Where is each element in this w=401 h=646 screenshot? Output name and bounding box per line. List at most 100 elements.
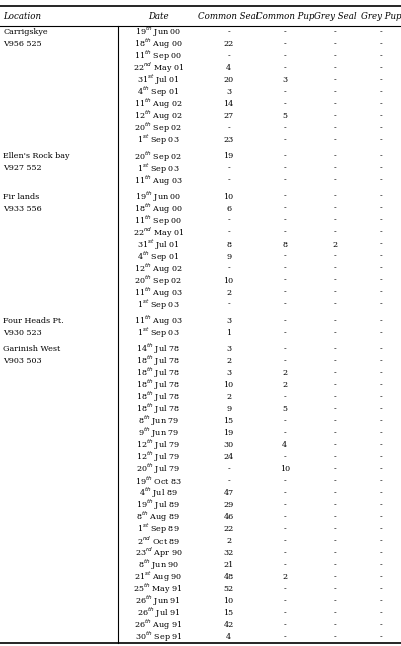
Text: -: - xyxy=(334,289,336,297)
Text: 11$^{th}$ Sep 00: 11$^{th}$ Sep 00 xyxy=(134,49,182,63)
Text: -: - xyxy=(334,229,336,236)
Text: 19: 19 xyxy=(223,152,234,160)
Text: -: - xyxy=(334,417,336,425)
Text: -: - xyxy=(380,176,382,184)
Text: -: - xyxy=(284,28,286,36)
Text: 19$^{th}$ Jun 00: 19$^{th}$ Jun 00 xyxy=(135,189,182,204)
Text: 18$^{th}$ Aug 00: 18$^{th}$ Aug 00 xyxy=(134,37,183,52)
Text: -: - xyxy=(380,561,382,569)
Text: -: - xyxy=(227,265,230,273)
Text: 19$^{th}$ Jul 89: 19$^{th}$ Jul 89 xyxy=(136,497,180,512)
Text: -: - xyxy=(284,489,286,497)
Text: -: - xyxy=(334,381,336,389)
Text: -: - xyxy=(334,561,336,569)
Text: -: - xyxy=(334,193,336,201)
Text: Grey Pup: Grey Pup xyxy=(361,12,401,21)
Text: -: - xyxy=(284,100,286,109)
Text: -: - xyxy=(284,64,286,72)
Text: -: - xyxy=(284,417,286,425)
Text: Four Heads Pt.: Four Heads Pt. xyxy=(3,317,64,325)
Text: 18$^{th}$ Aug 00: 18$^{th}$ Aug 00 xyxy=(134,202,183,216)
Text: 24: 24 xyxy=(223,453,234,461)
Text: 10: 10 xyxy=(279,465,290,473)
Text: -: - xyxy=(284,633,286,641)
Text: 31$^{st}$ Jul 01: 31$^{st}$ Jul 01 xyxy=(137,237,180,252)
Text: -: - xyxy=(284,52,286,60)
Text: Ellen's Rock bay: Ellen's Rock bay xyxy=(3,152,70,160)
Text: -: - xyxy=(380,597,382,605)
Text: 18$^{th}$ Jul 78: 18$^{th}$ Jul 78 xyxy=(136,402,180,416)
Text: 5: 5 xyxy=(282,112,287,120)
Text: -: - xyxy=(284,40,286,48)
Text: 10: 10 xyxy=(223,381,234,389)
Text: -: - xyxy=(334,393,336,401)
Text: 10: 10 xyxy=(223,597,234,605)
Text: 46: 46 xyxy=(223,513,234,521)
Text: -: - xyxy=(380,393,382,401)
Text: 1$^{st}$ Sep 03: 1$^{st}$ Sep 03 xyxy=(137,133,180,147)
Text: -: - xyxy=(284,265,286,273)
Text: -: - xyxy=(380,357,382,365)
Text: -: - xyxy=(284,300,286,309)
Text: 8: 8 xyxy=(226,240,231,249)
Text: 12$^{th}$ Jul 79: 12$^{th}$ Jul 79 xyxy=(136,450,180,464)
Text: -: - xyxy=(380,609,382,617)
Text: -: - xyxy=(284,477,286,485)
Text: 23$^{rd}$ Apr 90: 23$^{rd}$ Apr 90 xyxy=(134,546,182,560)
Text: -: - xyxy=(227,124,230,132)
Text: -: - xyxy=(380,441,382,449)
Text: -: - xyxy=(334,205,336,213)
Text: Fir lands: Fir lands xyxy=(3,193,39,201)
Text: 3: 3 xyxy=(226,369,231,377)
Text: 3: 3 xyxy=(282,76,287,84)
Text: -: - xyxy=(334,216,336,225)
Text: -: - xyxy=(334,253,336,260)
Text: -: - xyxy=(284,89,286,96)
Text: 2: 2 xyxy=(226,289,231,297)
Text: 20$^{th}$ Jul 79: 20$^{th}$ Jul 79 xyxy=(136,462,180,476)
Text: 8: 8 xyxy=(282,240,287,249)
Text: -: - xyxy=(284,276,286,284)
Text: V933 556: V933 556 xyxy=(3,205,42,213)
Text: 22$^{nd}$ May 01: 22$^{nd}$ May 01 xyxy=(133,61,184,76)
Text: V956 525: V956 525 xyxy=(3,40,42,48)
Text: 25$^{th}$ May 91: 25$^{th}$ May 91 xyxy=(134,581,183,596)
Text: 22: 22 xyxy=(223,40,234,48)
Text: -: - xyxy=(380,76,382,84)
Text: -: - xyxy=(284,453,286,461)
Text: 15: 15 xyxy=(223,417,234,425)
Text: 20$^{th}$ Sep 02: 20$^{th}$ Sep 02 xyxy=(134,149,182,163)
Text: -: - xyxy=(284,501,286,509)
Text: -: - xyxy=(334,300,336,309)
Text: -: - xyxy=(380,537,382,545)
Text: -: - xyxy=(380,89,382,96)
Text: -: - xyxy=(380,429,382,437)
Text: -: - xyxy=(334,124,336,132)
Text: -: - xyxy=(334,585,336,593)
Text: -: - xyxy=(334,621,336,629)
Text: -: - xyxy=(380,621,382,629)
Text: -: - xyxy=(334,345,336,353)
Text: 2: 2 xyxy=(226,393,231,401)
Text: -: - xyxy=(227,52,230,60)
Text: -: - xyxy=(380,501,382,509)
Text: -: - xyxy=(284,289,286,297)
Text: -: - xyxy=(227,164,230,172)
Text: -: - xyxy=(380,124,382,132)
Text: 32: 32 xyxy=(223,549,234,557)
Text: -: - xyxy=(380,549,382,557)
Text: -: - xyxy=(334,265,336,273)
Text: Garinish West: Garinish West xyxy=(3,345,61,353)
Text: 52: 52 xyxy=(223,585,234,593)
Text: -: - xyxy=(284,216,286,225)
Text: -: - xyxy=(227,176,230,184)
Text: -: - xyxy=(380,289,382,297)
Text: 30$^{th}$ Sep 91: 30$^{th}$ Sep 91 xyxy=(134,630,182,644)
Text: -: - xyxy=(380,265,382,273)
Text: 20$^{th}$ Sep 02: 20$^{th}$ Sep 02 xyxy=(134,121,182,136)
Text: 20: 20 xyxy=(223,76,234,84)
Text: -: - xyxy=(334,89,336,96)
Text: 5: 5 xyxy=(282,405,287,413)
Text: -: - xyxy=(284,585,286,593)
Text: 4$^{th}$ Sep 01: 4$^{th}$ Sep 01 xyxy=(137,249,180,264)
